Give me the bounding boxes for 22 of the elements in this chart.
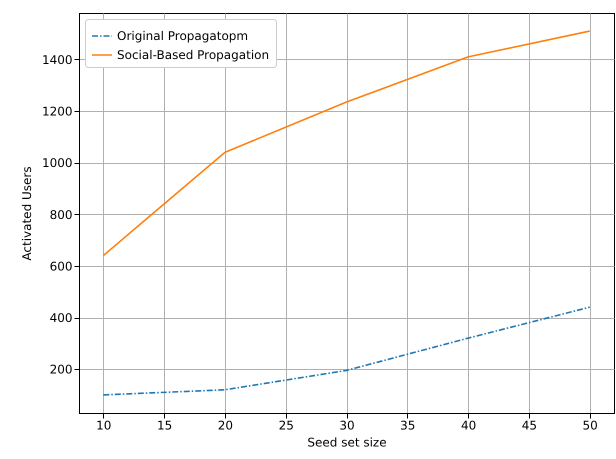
- line-series: [102, 30, 590, 256]
- x-tick-label: 45: [522, 418, 538, 432]
- y-axis-title: Activated Users: [20, 166, 34, 261]
- x-axis-title: Seed set size: [307, 436, 387, 450]
- x-tick-label: 35: [400, 418, 416, 432]
- y-tick-label: 200: [50, 362, 72, 377]
- x-tick-label: 40: [460, 418, 476, 432]
- line-series: [102, 306, 590, 396]
- x-tick-label: 10: [96, 418, 112, 432]
- y-tick-label: 800: [50, 208, 72, 222]
- legend-label: Social-Based Propagation: [117, 48, 270, 62]
- x-tick-label: 30: [339, 418, 355, 432]
- legend-label: Original Propagatopm: [117, 29, 248, 43]
- y-tick-label: 1400: [42, 52, 72, 67]
- x-tick-label: 50: [582, 418, 598, 432]
- x-tick-label: 15: [156, 418, 172, 432]
- y-tick-label: 1000: [42, 156, 72, 170]
- y-tick-label: 400: [50, 311, 72, 326]
- y-tick-label: 1200: [42, 104, 72, 119]
- y-tick-label: 600: [50, 259, 72, 274]
- x-tick-label: 20: [218, 418, 234, 432]
- x-tick-label: 25: [278, 418, 294, 432]
